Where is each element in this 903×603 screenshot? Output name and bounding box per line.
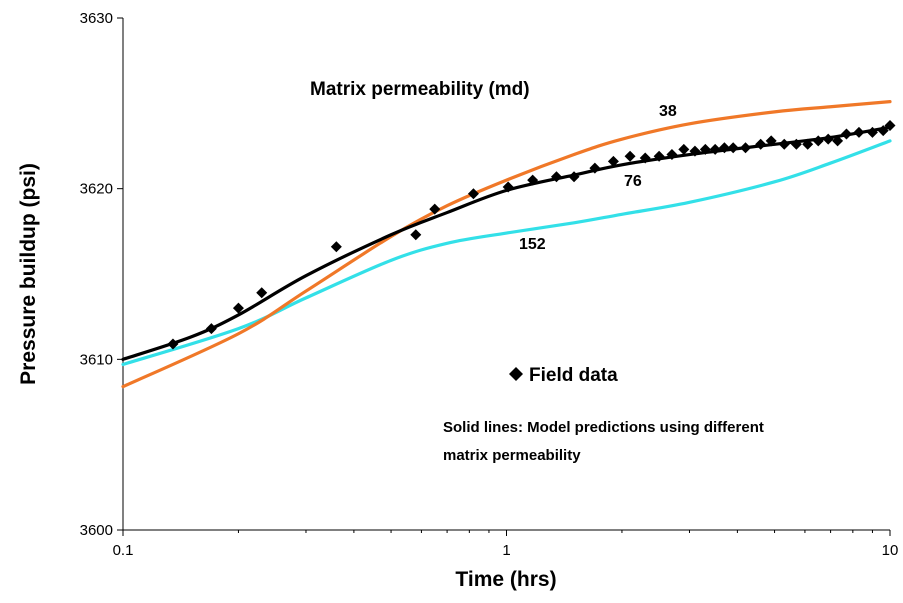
field-data-point bbox=[790, 138, 802, 150]
field-data-point bbox=[666, 149, 678, 161]
field-data-point bbox=[709, 143, 721, 155]
field-data-point bbox=[699, 143, 711, 155]
note-line-2: matrix permeability bbox=[443, 447, 581, 464]
x-tick-label: 0.1 bbox=[113, 542, 134, 559]
field-data-point bbox=[884, 120, 896, 132]
field-data-point bbox=[853, 126, 865, 138]
field-data-point bbox=[802, 138, 814, 150]
x-axis-title: Time (hrs) bbox=[455, 568, 556, 591]
curve-label-152: 152 bbox=[519, 236, 546, 253]
y-tick-label: 3620 bbox=[80, 181, 113, 198]
field-data-point bbox=[167, 338, 179, 350]
field-data-point bbox=[689, 145, 701, 157]
field-data-point bbox=[832, 135, 844, 147]
curve-label-38: 38 bbox=[659, 103, 677, 120]
curves-group bbox=[121, 100, 892, 389]
field-data-point bbox=[550, 171, 562, 183]
legend-title: Matrix permeability (md) bbox=[310, 79, 530, 100]
y-tick-label: 3630 bbox=[80, 10, 113, 27]
field-data-point bbox=[740, 142, 752, 154]
field-data-point bbox=[840, 128, 852, 140]
field-data-point bbox=[877, 125, 889, 137]
field-data-point bbox=[568, 171, 580, 183]
field-data-point bbox=[330, 241, 342, 253]
field-data-point bbox=[256, 287, 268, 299]
field-data-point bbox=[812, 135, 824, 147]
field-data-legend-label: Field data bbox=[529, 365, 618, 386]
field-data-point bbox=[778, 138, 790, 150]
points-group bbox=[167, 120, 896, 350]
x-tick-label: 1 bbox=[502, 542, 510, 559]
series-line-38 bbox=[121, 100, 892, 389]
field-data-point bbox=[527, 174, 539, 186]
field-data-point bbox=[205, 323, 217, 335]
field-data-point bbox=[429, 203, 441, 215]
field-data-point bbox=[653, 150, 665, 162]
curve-label-76: 76 bbox=[624, 173, 642, 190]
field-data-point bbox=[589, 162, 601, 174]
y-tick-label: 3610 bbox=[80, 351, 113, 368]
field-data-point bbox=[822, 133, 834, 145]
x-tick-label: 10 bbox=[882, 542, 899, 559]
field-data-point bbox=[718, 142, 730, 154]
field-data-point bbox=[607, 155, 619, 167]
field-data-point bbox=[502, 181, 514, 193]
y-axis-title: Pressure buildup (psi) bbox=[17, 163, 40, 385]
field-data-point bbox=[467, 188, 479, 200]
field-data-point bbox=[639, 152, 651, 164]
field-data-legend-marker bbox=[509, 367, 523, 381]
field-data-point bbox=[866, 126, 878, 138]
field-data-point bbox=[624, 150, 636, 162]
ticks-group: 3600 3610 3620 3630 0.1 1 10 bbox=[80, 10, 899, 559]
note-line-1: Solid lines: Model predictions using dif… bbox=[443, 419, 764, 436]
field-data-point bbox=[755, 138, 767, 150]
field-data-point bbox=[678, 143, 690, 155]
field-data-point bbox=[232, 302, 244, 314]
y-tick-label: 3600 bbox=[80, 522, 113, 539]
field-data-point bbox=[727, 142, 739, 154]
series-line-152 bbox=[121, 139, 892, 367]
series-line-76 bbox=[121, 125, 892, 361]
field-data-point bbox=[410, 229, 422, 241]
field-data-point bbox=[765, 135, 777, 147]
